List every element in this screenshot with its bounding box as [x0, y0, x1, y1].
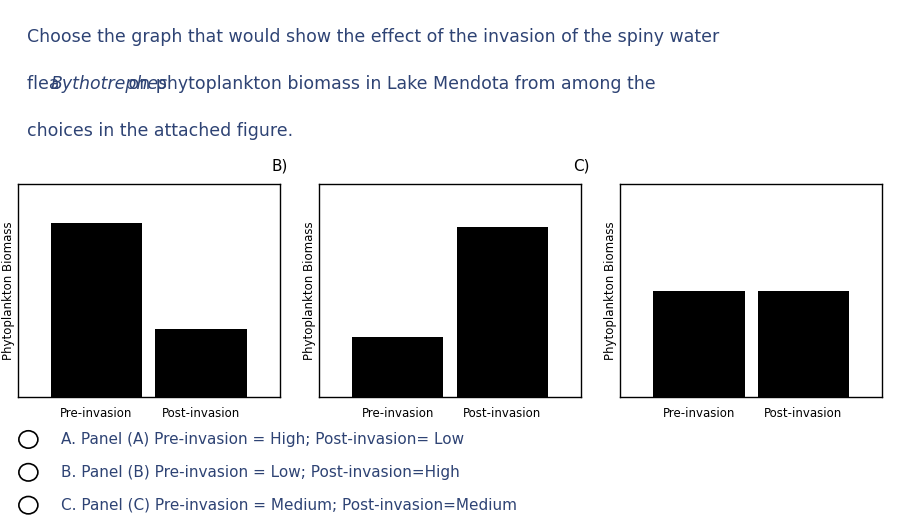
Y-axis label: Phytoplankton Biomass: Phytoplankton Biomass — [605, 221, 617, 360]
Bar — [156, 329, 248, 397]
Bar — [50, 222, 142, 397]
Text: B. Panel (B) Pre-invasion = Low; Post-invasion=High: B. Panel (B) Pre-invasion = Low; Post-in… — [61, 465, 460, 480]
Text: B): B) — [272, 159, 288, 174]
Text: C. Panel (C) Pre-invasion = Medium; Post-invasion=Medium: C. Panel (C) Pre-invasion = Medium; Post… — [61, 497, 517, 513]
Bar — [352, 337, 444, 397]
Bar — [758, 291, 850, 397]
Text: flea: flea — [27, 75, 65, 93]
Text: A. Panel (A) Pre-invasion = High; Post-invasion= Low: A. Panel (A) Pre-invasion = High; Post-i… — [61, 432, 464, 447]
Text: on phytoplankton biomass in Lake Mendota from among the: on phytoplankton biomass in Lake Mendota… — [122, 75, 655, 93]
Y-axis label: Phytoplankton Biomass: Phytoplankton Biomass — [303, 221, 316, 360]
Bar — [456, 227, 548, 397]
Bar — [652, 291, 744, 397]
Text: choices in the attached figure.: choices in the attached figure. — [27, 122, 293, 140]
Text: C): C) — [573, 159, 590, 174]
Y-axis label: Phytoplankton Biomass: Phytoplankton Biomass — [2, 221, 15, 360]
Text: Bythotrephes: Bythotrephes — [50, 75, 168, 93]
Text: Choose the graph that would show the effect of the invasion of the spiny water: Choose the graph that would show the eff… — [27, 28, 719, 46]
